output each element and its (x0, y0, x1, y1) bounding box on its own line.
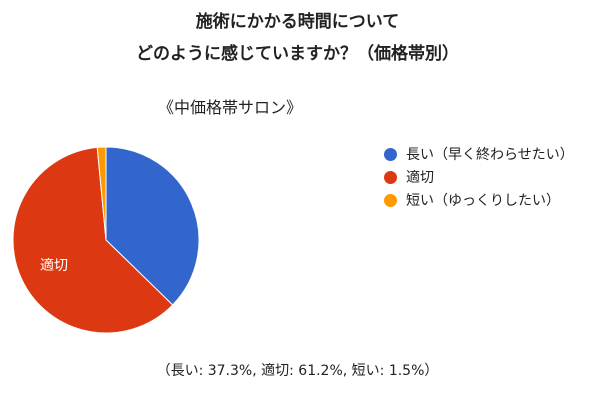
chart-title-line-1: 施術にかかる時間について (195, 12, 400, 32)
legend-swatch-long (384, 148, 397, 161)
legend-swatch-short (384, 194, 397, 207)
pie-slice-long (105, 146, 200, 306)
chart-title-line-2: どのように感じていますか？（価格帯別） (136, 44, 459, 64)
legend-label-appropriate: 適切 (406, 170, 434, 186)
pie-slice-appropriate (12, 146, 174, 334)
pie-slice-short (96, 146, 107, 241)
legend-label-short: 短い（ゆっくりしたい） (406, 193, 560, 209)
legend-label-long: 長い（早く終わらせたい） (406, 147, 574, 163)
pie-label-appropriate: 適切 (40, 257, 68, 274)
summary-text: （長い: 37.3%, 適切: 61.2%, 短い: 1.5%） (156, 363, 439, 379)
chart-subtitle: 《中価格帯サロン》 (157, 98, 302, 117)
legend-swatch-appropriate (384, 171, 397, 184)
